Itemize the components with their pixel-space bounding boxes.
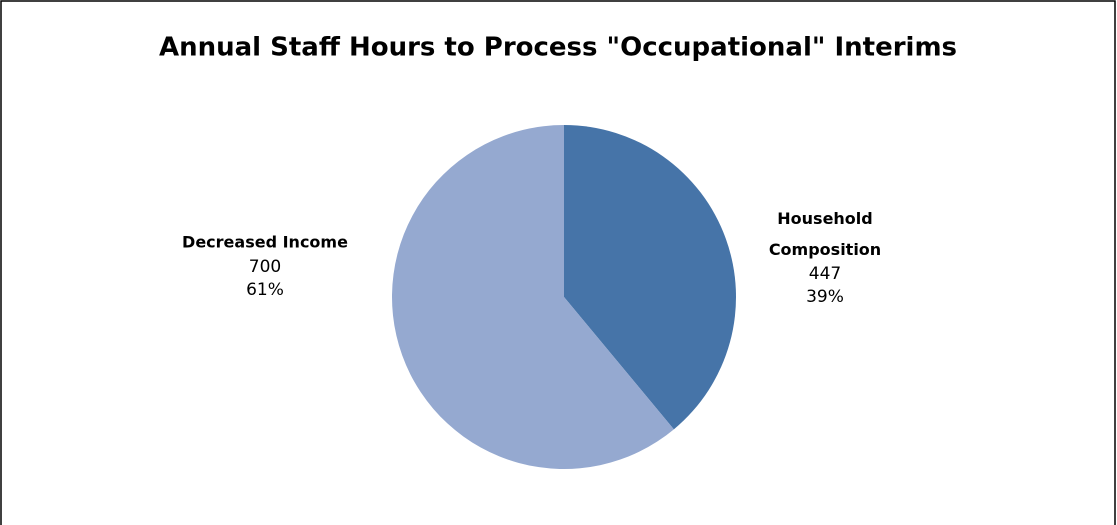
slice-category-label: Household Composition [769,209,881,259]
pie-slice [564,125,737,430]
slice-category-label: Decreased Income [182,233,348,252]
chart-title: Annual Staff Hours to Process "Occupatio… [159,33,957,63]
slice-percent-label: 61% [246,280,284,300]
slice-value-label: 447 [809,264,841,284]
slice-value-label: 700 [249,257,281,277]
pie-slice [392,125,674,469]
slice-percent-label: 39% [806,287,844,307]
